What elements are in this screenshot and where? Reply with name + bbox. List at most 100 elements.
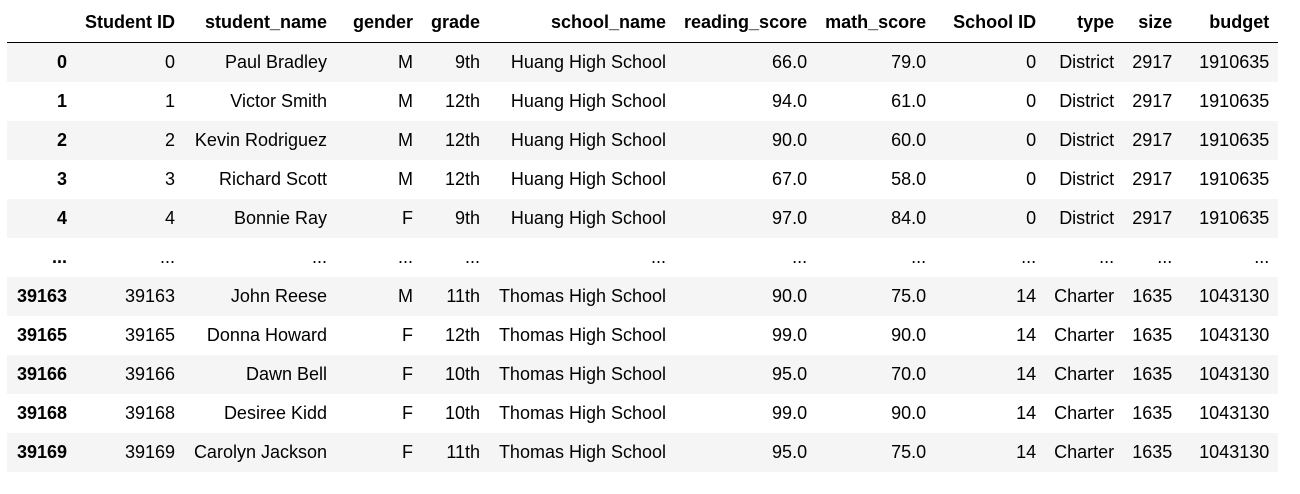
table-cell: 94.0	[772, 90, 808, 111]
table-cell: ...	[1021, 246, 1037, 267]
table-cell: Paul Bradley	[224, 51, 327, 72]
table-cell: 70.0	[891, 363, 927, 384]
table-cell: 1910635	[1199, 168, 1270, 189]
table-cell: Huang High School	[510, 129, 667, 150]
table-cell: 1910635	[1199, 51, 1270, 72]
table-cell: ...	[1157, 246, 1173, 267]
table-cell: 2917	[1132, 207, 1173, 228]
column-header: Student ID	[76, 3, 184, 43]
table-cell: Charter	[1054, 441, 1115, 462]
table-cell: Charter	[1054, 324, 1115, 345]
table-cell: 12th	[444, 168, 481, 189]
ellipsis-row: ....................................	[7, 237, 1279, 277]
table-cell: Charter	[1054, 363, 1115, 384]
index-header	[7, 3, 76, 43]
table-cell: Dawn Bell	[245, 363, 327, 384]
table-row: 2 2 Kevin Rodriguez M 12th Huang High School 9…	[7, 120, 1279, 160]
table-cell: District	[1059, 129, 1115, 150]
table-cell: 0	[1026, 129, 1037, 150]
table-cell: 84.0	[891, 207, 927, 228]
table-header: Student ID student_name gender grade school_…	[7, 3, 1279, 43]
table-cell: 99.0	[772, 402, 808, 423]
row-index: 39163	[16, 285, 67, 306]
row-index: ...	[51, 246, 67, 267]
table-cell: 12th	[444, 129, 481, 150]
table-cell: 10th	[444, 402, 481, 423]
table-cell: Victor Smith	[230, 90, 327, 111]
table-cell: 79.0	[891, 51, 927, 72]
table-cell: 39166	[124, 363, 175, 384]
table-row: 39168 39168 Desiree Kidd F 10th Thomas High S…	[7, 393, 1279, 433]
table-cell: 2	[164, 129, 175, 150]
table-cell: M	[398, 168, 413, 189]
table-cell: Huang High School	[510, 90, 667, 111]
row-index: 2	[56, 129, 67, 150]
table-row: 1 1 Victor Smith M 12th Huang High School 94.0…	[7, 81, 1279, 121]
table-cell: ...	[397, 246, 413, 267]
row-index: 39169	[16, 441, 67, 462]
table-cell: 39163	[124, 285, 175, 306]
header-row: Student ID student_name gender grade school_…	[7, 3, 1279, 43]
row-index: 39168	[16, 402, 67, 423]
table-cell: ...	[1254, 246, 1270, 267]
table-row: 39169 39169 Carolyn Jackson F 11th Thomas Hig…	[7, 432, 1279, 472]
table-cell: F	[402, 402, 413, 423]
table-cell: 1043130	[1199, 363, 1270, 384]
table-cell: Huang High School	[510, 207, 667, 228]
table-cell: F	[402, 441, 413, 462]
table-cell: 14	[1016, 363, 1037, 384]
table-cell: 10th	[444, 363, 481, 384]
table-cell: 14	[1016, 324, 1037, 345]
table-cell: 0	[1026, 51, 1037, 72]
table-cell: 99.0	[772, 324, 808, 345]
column-header: math_score	[816, 3, 936, 43]
table-cell: 90.0	[772, 285, 808, 306]
table-row: 39163 39163 John Reese M 11th Thomas High Sch…	[7, 276, 1279, 316]
table-cell: ...	[311, 246, 327, 267]
table-cell: 14	[1016, 441, 1037, 462]
row-index: 1	[56, 90, 67, 111]
row-index: 39166	[16, 363, 67, 384]
column-header: student_name	[184, 3, 336, 43]
table-cell: 1910635	[1199, 129, 1270, 150]
table-cell: 2917	[1132, 90, 1173, 111]
table-cell: 90.0	[772, 129, 808, 150]
dataframe-table: Student ID student_name gender grade school_…	[7, 3, 1279, 472]
table-cell: 1043130	[1199, 402, 1270, 423]
table-cell: 66.0	[772, 51, 808, 72]
table-cell: 11th	[446, 441, 481, 462]
table-cell: 60.0	[891, 129, 927, 150]
table-body: 0 0 Paul Bradley M 9th Huang High School 66.0 7…	[7, 42, 1279, 472]
table-cell: ...	[792, 246, 808, 267]
table-cell: F	[402, 207, 413, 228]
column-header: school_name	[489, 3, 676, 43]
table-cell: Thomas High School	[498, 363, 667, 384]
table-cell: Huang High School	[510, 168, 667, 189]
table-cell: ...	[1099, 246, 1115, 267]
table-cell: 90.0	[891, 324, 927, 345]
table-cell: 1910635	[1199, 90, 1270, 111]
table-cell: 95.0	[772, 363, 808, 384]
table-cell: John Reese	[230, 285, 327, 306]
table-cell: M	[398, 285, 413, 306]
table-cell: Thomas High School	[498, 402, 667, 423]
table-cell: 1635	[1132, 363, 1173, 384]
row-index: 3	[56, 168, 67, 189]
table-cell: ...	[911, 246, 927, 267]
table-cell: 1043130	[1199, 324, 1270, 345]
table-cell: 0	[1026, 207, 1037, 228]
table-cell: Donna Howard	[206, 324, 327, 345]
table-cell: District	[1059, 168, 1115, 189]
table-cell: District	[1059, 90, 1115, 111]
table-cell: ...	[159, 246, 175, 267]
column-header: type	[1045, 3, 1124, 43]
table-cell: M	[398, 90, 413, 111]
row-index: 4	[56, 207, 67, 228]
table-cell: 2917	[1132, 51, 1173, 72]
table-row: 3 3 Richard Scott M 12th Huang High School 67.…	[7, 159, 1279, 199]
table-cell: 0	[164, 51, 175, 72]
table-cell: 4	[164, 207, 175, 228]
column-header: size	[1123, 3, 1182, 43]
column-header: gender	[336, 3, 422, 43]
table-cell: Thomas High School	[498, 285, 667, 306]
